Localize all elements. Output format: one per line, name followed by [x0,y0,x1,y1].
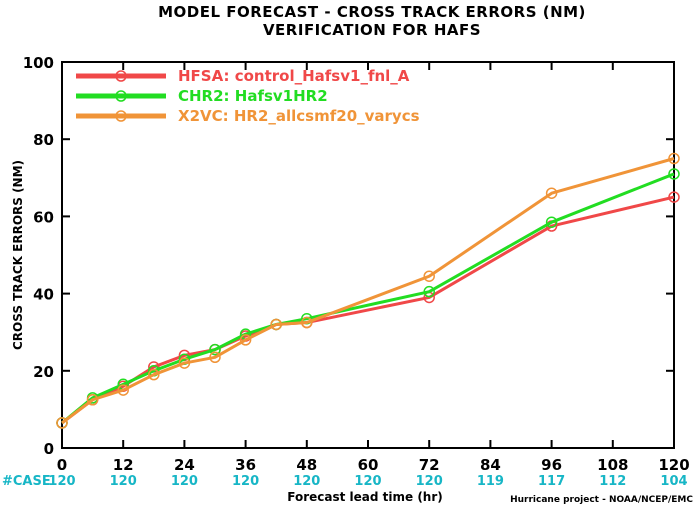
case-counts: 120 120 120 120 120 120 120 119 117 112 104 [48,474,687,489]
y-tick-label: 100 [23,54,54,72]
case-count: 117 [538,474,565,489]
data-point [178,357,191,369]
data-point [545,187,558,199]
series-line [61,157,675,425]
case-count: 120 [416,474,443,489]
legend-item: X2VC: HR2_allcsmf20_varycs [76,107,420,125]
credit-text: Hurricane project - NOAA/NCEP/EMC [510,495,693,505]
case-count: 120 [110,474,137,489]
data-point [301,316,313,329]
case-count: 120 [48,474,75,489]
x-axis-label: Forecast lead time (hr) [287,490,443,504]
y-tick-label: 0 [44,440,54,458]
y-axis-ticks: 0 20 40 60 80 100 [23,54,674,458]
series-0 [56,191,680,429]
chart-title: MODEL FORECAST - CROSS TRACK ERRORS (NM) [158,3,586,21]
x-tick-label: 96 [541,456,562,474]
data-point [209,351,221,364]
data-point [423,270,435,282]
data-point [239,334,252,346]
case-count: 120 [293,474,320,489]
legend-label: CHR2: Hafsv1HR2 [178,87,328,105]
y-axis-label: CROSS TRACK ERRORS (NM) [11,160,25,350]
data-point [423,285,435,298]
case-count: 120 [354,474,381,489]
case-count: 120 [232,474,259,489]
data-point [209,343,221,356]
legend-marker [115,90,127,102]
x-tick-label: 0 [57,456,67,474]
x-tick-label: 36 [235,456,256,474]
data-point [668,168,680,180]
legend-marker [115,70,127,82]
series-layer [56,152,680,429]
x-tick-label: 48 [296,456,317,474]
legend: HFSA: control_Hafsv1_fnl_A CHR2: Hafsv1HR… [76,67,420,125]
y-tick-label: 20 [33,363,54,381]
legend-marker [115,110,127,122]
x-tick-label: 108 [597,456,628,474]
case-count: 104 [660,474,687,489]
y-tick-label: 80 [33,131,54,149]
x-tick-label: 60 [358,456,379,474]
legend-item: CHR2: Hafsv1HR2 [76,87,328,105]
data-point [56,417,68,429]
series-line [61,195,675,425]
data-point [86,394,99,406]
x-axis-ticks: 0 12 24 36 48 60 72 84 96 108 120 [57,62,690,474]
case-count: 119 [477,474,504,489]
legend-label: X2VC: HR2_allcsmf20_varycs [178,107,420,125]
legend-item: HFSA: control_Hafsv1_fnl_A [76,67,410,85]
y-tick-label: 40 [33,286,54,304]
chart-subtitle: VERIFICATION FOR HAFS [263,21,481,39]
y-tick-label: 60 [33,208,54,226]
x-tick-label: 72 [419,456,440,474]
series-2 [56,152,680,429]
data-point [148,368,160,381]
data-point [668,191,680,203]
x-tick-label: 84 [480,456,501,474]
x-tick-label: 120 [658,456,689,474]
data-point [545,216,558,228]
case-count: 112 [599,474,626,489]
case-label: #CASE [2,474,51,489]
data-point [668,152,680,165]
x-tick-label: 24 [174,456,195,474]
case-count: 120 [171,474,198,489]
legend-label: HFSA: control_Hafsv1_fnl_A [178,67,410,85]
data-point [117,384,129,396]
data-point [270,318,282,331]
x-tick-label: 12 [113,456,134,474]
